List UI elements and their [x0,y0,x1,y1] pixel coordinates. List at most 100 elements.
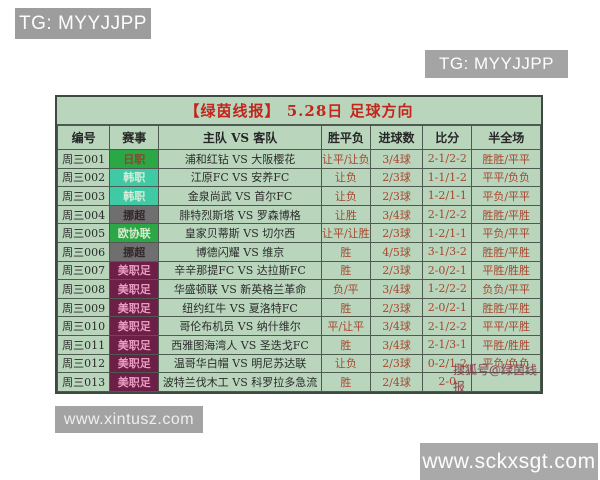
col-header-goals: 进球数 [369,125,424,150]
cell-id: 周三010 [56,316,111,336]
table-title: 【绿茵线报】 5.28日 足球方向 [57,97,541,125]
cell-match: 华盛顿联 VS 新英格兰革命 [158,279,322,299]
tg-watermark-top-right: TG: MYYJJPP [425,50,568,78]
table-row: 周三002 韩职 江原FC VS 安养FC 让负 2/3球 1-1/1-2 平平/负负 [56,167,541,188]
cell-half_full: 胜胜/平平 [471,149,541,169]
cell-match: 腓特烈斯塔 VS 罗森博格 [158,204,322,225]
col-header-league: 赛事 [109,125,160,150]
cell-half_full: 平平/平胜 [471,316,541,336]
cell-match: 江原FC VS 安养FC [158,167,322,188]
cell-id: 周三012 [56,353,111,374]
cell-wdl: 让负 [320,167,371,188]
cell-id: 周三013 [56,372,111,392]
table-row: 周三010 美职足 哥伦布机员 VS 纳什维尔 平/让平 3/4球 2-1/2-2 平平/平… [56,316,541,336]
cell-score: 2-0/2-1 [422,297,473,318]
table-row: 周三009 美职足 纽约红牛 VS 夏洛特FC 胜 2/3球 2-0/2-1 胜胜/平胜 [56,297,541,318]
cell-score: 1-2/1-1 [422,223,473,243]
cell-league: 美职足 [109,279,160,299]
cell-score: 1-2/1-1 [422,186,473,206]
cell-goals: 2/4球 [369,372,424,392]
cell-score: 2-0/2-1 [422,260,473,281]
table-row: 周三008 美职足 华盛顿联 VS 新英格兰革命 负/平 3/4球 1-2/2-2 负负/平… [56,279,541,299]
table-row: 周三001 日职 浦和红钻 VS 大阪樱花 让平/让负 3/4球 2-1/2-2 胜胜/平平 [56,149,541,169]
cell-goals: 2/3球 [369,297,424,318]
cell-goals: 2/3球 [369,353,424,374]
cell-half_full: 胜胜/平胜 [471,297,541,318]
cell-score: 2-1/2-2 [422,149,473,169]
col-header-match: 主队 VS 客队 [158,125,322,150]
table-row: 周三006 挪超 博德闪耀 VS 维京胜 4/5球 3-1/3-2 胜胜/平胜 [56,241,541,262]
cell-match: 纽约红牛 VS 夏洛特FC [158,297,322,318]
table-row: 周三007 美职足 辛辛那提FC VS 达拉斯FC 胜 2/3球 2-0/2-1 平胜/胜胜 [56,260,541,281]
cell-league: 美职足 [109,260,160,281]
tg-watermark-top-left: TG: MYYJJPP [15,8,151,39]
cell-wdl: 让负 [320,186,371,206]
cell-id: 周三005 [56,223,111,243]
cell-wdl: 让胜 [320,204,371,225]
cell-goals: 4/5球 [369,241,424,262]
cell-score: 2-1/2-2 [422,316,473,336]
cell-half_full: 胜胜/平胜 [471,241,541,262]
cell-score: 2-1/2-2 [422,204,473,225]
cell-league: 韩职 [109,167,160,188]
col-header-wdl: 胜平负 [320,125,371,150]
site-watermark-bottom-right: www.sckxsgt.com [420,443,598,480]
cell-id: 周三007 [56,260,111,281]
cell-match: 皇家贝蒂斯 VS 切尔西 [158,223,322,243]
col-header-halffull: 半全场 [471,125,541,150]
table-row: 周三004 挪超 腓特烈斯塔 VS 罗森博格 让胜 3/4球 2-1/2-2 胜胜/平胜 [56,204,541,225]
cell-league: 美职足 [109,297,160,318]
cell-score: 1-1/1-2 [422,167,473,188]
cell-score: 3-1/3-2 [422,241,473,262]
col-header-score: 比分 [422,125,473,150]
cell-half_full: 负负/平平 [471,279,541,299]
matches-table: 编号 赛事 主队 VS 客队 胜平负 进球数 比分 半全场 周三001 日职 浦和红… [56,125,541,392]
cell-league: 挪超 [109,204,160,225]
tips-table: 【绿茵线报】 5.28日 足球方向 编号 赛事 主队 VS 客队 胜平负 进球数… [55,95,543,394]
cell-wdl: 胜 [320,260,371,281]
cell-league: 美职足 [109,316,160,336]
cell-league: 日职 [109,149,160,169]
cell-match: 温哥华白帽 VS 明尼苏达联 [158,353,322,374]
cell-league: 美职足 [109,372,160,392]
cell-id: 周三008 [56,279,111,299]
cell-league: 欧协联 [109,223,160,243]
table-row: 周三012 美职足 温哥华白帽 VS 明尼苏达联 让负 2/3球 0-2/1-2 平负/负负 [56,353,541,374]
cell-half_full: 平负/平平 [471,223,541,243]
cell-id: 周三004 [56,204,111,225]
cell-half_full: 平胜/胜胜 [471,260,541,281]
table-row: 周三005 欧协联 皇家贝蒂斯 VS 切尔西 让平/让胜 2/3球 1-2/1-1 平负/平… [56,223,541,243]
cell-goals: 3/4球 [369,279,424,299]
cell-score: 2-0 [422,372,473,392]
cell-league: 韩职 [109,186,160,206]
cell-wdl: 让负 [320,353,371,374]
cell-league: 挪超 [109,241,160,262]
cell-id: 周三001 [56,149,111,169]
cell-match: 辛辛那提FC VS 达拉斯FC [158,260,322,281]
cell-goals: 3/4球 [369,316,424,336]
table-body: 周三001 日职 浦和红钻 VS 大阪樱花 让平/让负 3/4球 2-1/2-2 胜胜/平平… [56,149,541,392]
cell-half_full: 胜胜/平胜 [471,204,541,225]
cell-league: 美职足 [109,334,160,355]
cell-league: 美职足 [109,353,160,374]
table-header-row: 编号 赛事 主队 VS 客队 胜平负 进球数 比分 半全场 [56,125,541,150]
cell-id: 周三003 [56,186,111,206]
cell-score: 0-2/1-2 [422,353,473,374]
cell-wdl: 胜 [320,334,371,355]
cell-id: 周三006 [56,241,111,262]
cell-half_full: 平负/平平 [471,186,541,206]
cell-half_full [471,372,541,392]
cell-half_full: 平胜/胜胜 [471,334,541,355]
cell-wdl: 负/平 [320,279,371,299]
cell-match: 西雅图海湾人 VS 圣迭戈FC [158,334,322,355]
cell-match: 波特兰伐木工 VS 科罗拉多急流 [158,372,322,392]
cell-goals: 3/4球 [369,149,424,169]
cell-wdl: 让平/让胜 [320,223,371,243]
cell-match: 博德闪耀 VS 维京 [158,241,322,262]
cell-wdl: 让平/让负 [320,149,371,169]
cell-id: 周三011 [56,334,111,355]
cell-id: 周三009 [56,297,111,318]
table-row: 周三013 美职足 波特兰伐木工 VS 科罗拉多急流胜 2/4球 2-0 [56,372,541,392]
cell-score: 2-1/3-1 [422,334,473,355]
cell-match: 浦和红钻 VS 大阪樱花 [158,149,322,169]
